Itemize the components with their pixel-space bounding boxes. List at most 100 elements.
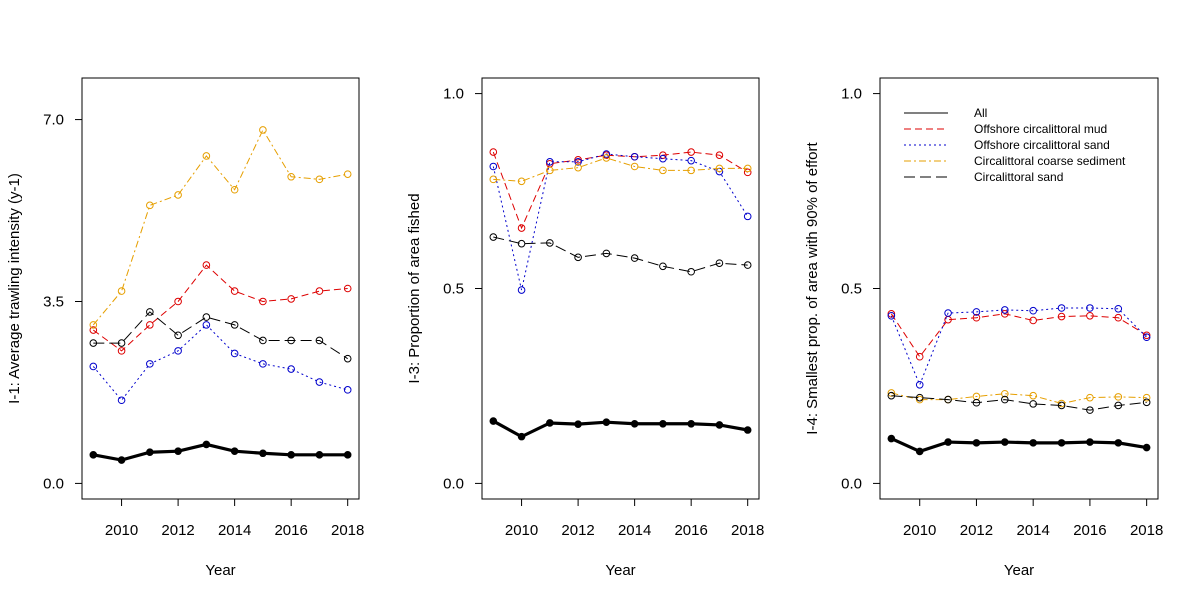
data-point bbox=[1142, 443, 1151, 452]
data-point bbox=[489, 417, 498, 425]
data-point bbox=[1142, 331, 1151, 340]
data-point bbox=[517, 432, 526, 441]
series-all bbox=[489, 417, 752, 441]
x-tick-label: 2016 bbox=[274, 522, 307, 539]
data-point bbox=[259, 360, 267, 368]
data-point bbox=[1114, 401, 1123, 410]
data-point bbox=[259, 126, 267, 134]
data-point bbox=[687, 156, 695, 165]
x-tick-label: 2018 bbox=[1130, 522, 1163, 539]
data-point bbox=[887, 310, 896, 318]
data-point bbox=[574, 420, 582, 428]
data-point bbox=[915, 380, 924, 389]
data-point bbox=[259, 297, 267, 306]
data-point bbox=[972, 308, 981, 316]
legend-label: Circalittoral coarse sediment bbox=[974, 154, 1126, 168]
data-point bbox=[602, 418, 611, 427]
series-line bbox=[92, 128, 348, 326]
y-tick-label: 0.5 bbox=[443, 281, 464, 298]
data-point bbox=[715, 259, 724, 267]
data-point bbox=[202, 313, 211, 321]
series-circalittoral-coarse-sediment bbox=[489, 154, 752, 186]
series-line bbox=[890, 307, 1148, 387]
data-point bbox=[117, 339, 126, 347]
data-point bbox=[1114, 439, 1123, 447]
y-tick-label: 7.0 bbox=[43, 112, 64, 129]
data-point bbox=[659, 419, 667, 428]
data-point bbox=[287, 336, 295, 345]
data-point bbox=[146, 308, 154, 316]
data-point bbox=[546, 158, 554, 166]
series-circalittoral-sand bbox=[489, 233, 752, 276]
data-point bbox=[146, 448, 154, 457]
data-point bbox=[343, 170, 352, 178]
data-point bbox=[743, 261, 752, 269]
data-point bbox=[489, 148, 498, 156]
series-line bbox=[93, 264, 348, 352]
data-point bbox=[659, 262, 667, 271]
data-point bbox=[517, 224, 526, 232]
data-point bbox=[146, 321, 154, 329]
data-point bbox=[1114, 393, 1123, 401]
data-point bbox=[1114, 304, 1123, 313]
data-point bbox=[743, 164, 752, 173]
data-point bbox=[89, 339, 98, 347]
data-point bbox=[1057, 439, 1066, 447]
data-point bbox=[630, 162, 639, 171]
data-point bbox=[743, 168, 752, 177]
legend-label: All bbox=[974, 106, 987, 120]
legend: All Offshore circalittoral mud Offshore ci… bbox=[904, 106, 1126, 184]
data-point bbox=[915, 352, 924, 361]
x-tick-label: 2016 bbox=[674, 522, 707, 539]
data-point bbox=[202, 152, 211, 160]
data-point bbox=[174, 447, 182, 455]
data-point bbox=[230, 349, 239, 358]
data-point bbox=[546, 166, 554, 175]
series-circalittoral-sand bbox=[89, 308, 352, 363]
y-tick-label: 0.0 bbox=[43, 475, 64, 492]
data-point bbox=[89, 321, 98, 329]
data-point bbox=[574, 253, 582, 262]
data-point bbox=[517, 239, 526, 248]
series-offshore-circalittoral-sand bbox=[489, 150, 752, 294]
data-point bbox=[174, 331, 182, 340]
data-point bbox=[1001, 306, 1009, 314]
data-point bbox=[574, 158, 582, 166]
y-tick-label: 3.5 bbox=[43, 293, 64, 310]
data-point bbox=[202, 261, 211, 269]
series-line bbox=[92, 324, 348, 402]
data-point bbox=[546, 419, 554, 427]
data-point bbox=[174, 191, 182, 199]
data-point bbox=[343, 386, 352, 394]
data-point bbox=[715, 164, 724, 173]
data-point bbox=[315, 175, 324, 184]
x-tick-label: 2018 bbox=[731, 522, 764, 539]
x-axis-label: Year bbox=[1004, 562, 1034, 579]
data-point bbox=[230, 321, 239, 329]
data-point bbox=[944, 438, 952, 446]
data-point bbox=[1029, 439, 1037, 447]
data-point bbox=[287, 172, 295, 181]
series-offshore-circalittoral-mud bbox=[887, 310, 1151, 361]
legend-label: Offshore circalittoral mud bbox=[974, 122, 1107, 136]
series-line bbox=[891, 395, 1147, 411]
x-tick-label: 2010 bbox=[505, 522, 538, 539]
series-offshore-circalittoral-mud bbox=[89, 261, 352, 355]
data-point bbox=[202, 321, 211, 329]
panel-i-4: 2010 2012 2014 2016 2018 0.0 0.5 1.0 Year I-4: Sm… bbox=[804, 77, 1163, 579]
series-circalittoral-coarse-sediment bbox=[887, 389, 1151, 408]
data-point bbox=[574, 163, 582, 172]
data-point bbox=[146, 360, 154, 368]
series-line bbox=[492, 153, 749, 291]
data-point bbox=[1086, 304, 1094, 312]
series-line bbox=[492, 419, 748, 439]
data-point bbox=[315, 336, 324, 345]
data-point bbox=[915, 447, 924, 456]
data-point bbox=[944, 309, 952, 317]
series-line bbox=[492, 151, 748, 230]
data-point bbox=[1114, 313, 1123, 322]
data-point bbox=[517, 286, 526, 294]
data-point bbox=[1029, 391, 1037, 400]
data-point bbox=[343, 284, 352, 293]
x-axis-label: Year bbox=[205, 562, 235, 579]
